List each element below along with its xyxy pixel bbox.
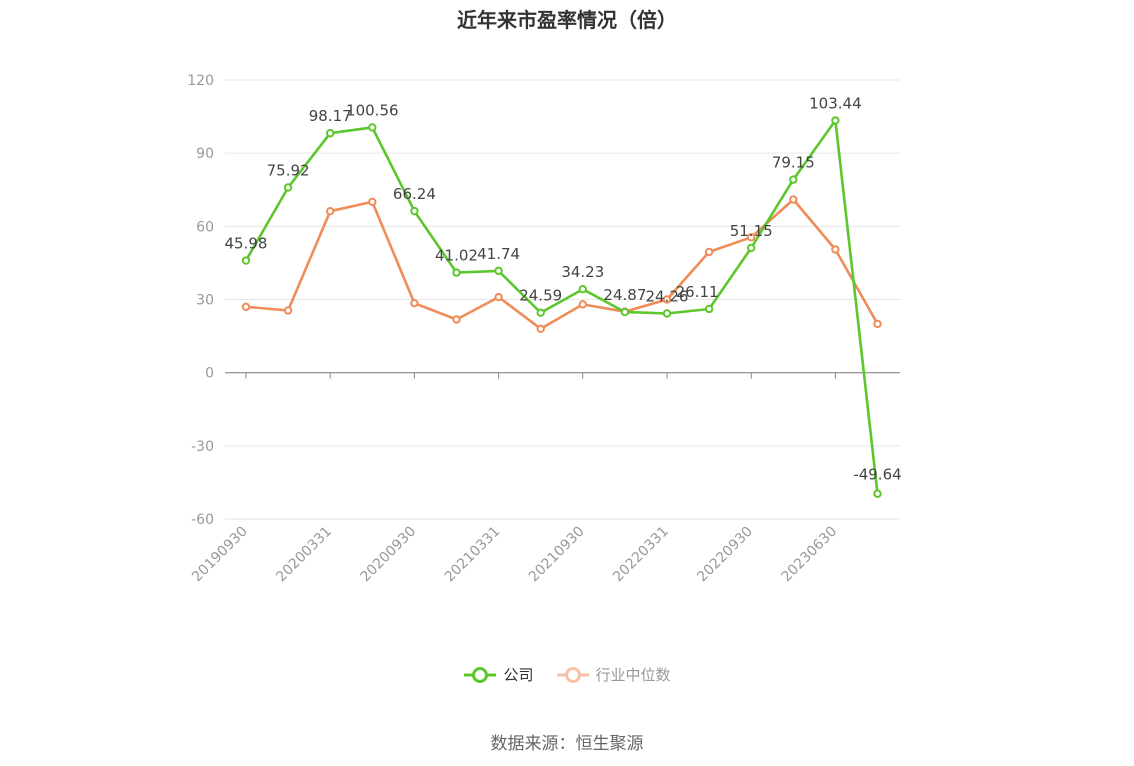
company-point [452, 268, 461, 277]
company-data-label: 51.15 [730, 222, 773, 240]
industry-median-point [578, 300, 587, 309]
company-point [789, 175, 798, 184]
company-point [283, 183, 293, 192]
x-tick-label: 20190930 [189, 524, 251, 586]
company-data-label: 24.26 [646, 287, 689, 305]
company-data-label: 41.74 [477, 245, 520, 263]
x-tick-label: 20210930 [526, 524, 588, 586]
y-tick-label: -30 [191, 439, 214, 455]
industry-median-line [245, 198, 879, 331]
company-data-label: 75.92 [267, 162, 310, 180]
legend-industry-label: 行业中位数 [595, 666, 671, 684]
industry-median-point [831, 245, 840, 254]
series-points [241, 116, 882, 498]
company-data-label: 66.24 [393, 185, 436, 203]
legend-company-marker-icon [464, 666, 497, 683]
industry-median-point [326, 207, 335, 216]
company-data-label: 41.02 [435, 247, 478, 265]
company-data-label: 45.98 [225, 235, 268, 253]
y-tick-label: 120 [187, 73, 214, 89]
industry-median-point [368, 197, 377, 207]
company-data-label: 24.87 [603, 286, 646, 304]
company-point [831, 116, 840, 125]
x-tick-label: 20220930 [694, 524, 756, 586]
company-data-label: 34.23 [561, 263, 604, 281]
company-data-label: 79.15 [772, 154, 815, 172]
industry-median-point [410, 298, 419, 308]
y-tick-label: 60 [196, 219, 214, 235]
industry-median-point [536, 324, 545, 333]
industry-median-point [704, 247, 714, 257]
y-tick-label: 0 [205, 366, 214, 382]
company-data-label: 24.59 [519, 287, 562, 305]
y-tick-label: 90 [196, 146, 214, 162]
legend-industry-marker-icon [556, 666, 589, 683]
legend-item-company[interactable]: 公司 [463, 664, 534, 685]
company-data-label: 103.44 [809, 94, 862, 112]
company-line [244, 119, 879, 494]
company-data-label: -49.64 [853, 466, 901, 484]
company-point [704, 304, 714, 314]
company-data-label: 26.11 [676, 283, 719, 301]
data-source: 数据来源：恒生聚源 [490, 734, 644, 754]
company-point [410, 206, 419, 216]
industry-median-point [747, 233, 756, 242]
company-point [662, 309, 672, 318]
legend: 公司 行业中位数 [0, 664, 1134, 685]
x-tick-label: 20230630 [779, 524, 841, 586]
company-data-label: 100.56 [346, 101, 399, 119]
y-tick-label: 30 [196, 293, 214, 309]
x-tick-label: 20220331 [610, 524, 672, 586]
chart-title: 近年来市盈率情况（倍） [457, 8, 677, 32]
y-tick-label: -60 [191, 512, 214, 528]
company-point [368, 123, 377, 132]
company-point [747, 243, 756, 253]
legend-item-industry-median[interactable]: 行业中位数 [556, 664, 671, 685]
x-tick-label: 20200331 [273, 524, 335, 586]
x-tick-label: 20200930 [358, 524, 420, 586]
company-point [494, 266, 503, 276]
company-point [241, 256, 251, 265]
industry-median-point [873, 319, 882, 329]
company-data-label: 98.17 [309, 107, 352, 125]
company-point [620, 307, 630, 317]
industry-median-point [241, 302, 251, 312]
industry-median-point [662, 295, 672, 304]
legend-company-label: 公司 [503, 666, 534, 684]
industry-median-point [494, 292, 503, 302]
company-point [578, 284, 587, 294]
series-lines [244, 119, 879, 494]
company-point [536, 308, 545, 317]
industry-median-point [283, 306, 293, 315]
x-tick-label: 20210331 [442, 524, 504, 586]
industry-median-point [452, 315, 461, 324]
industry-median-point [789, 195, 798, 204]
company-point [326, 129, 335, 138]
company-point [873, 489, 882, 498]
